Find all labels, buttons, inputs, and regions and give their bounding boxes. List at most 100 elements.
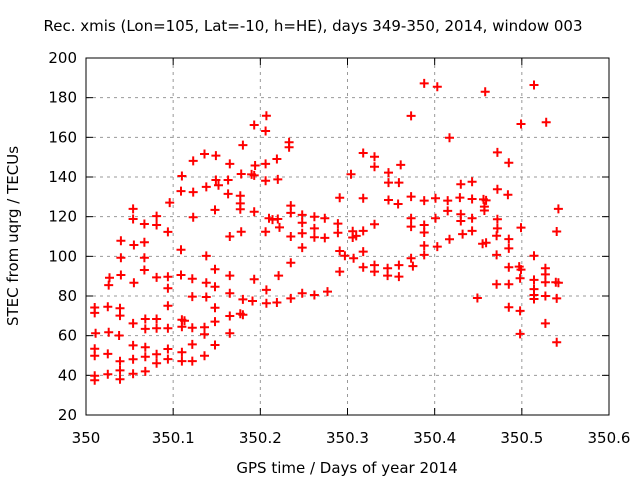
data-point-marker — [541, 117, 551, 127]
data-point-marker — [309, 223, 319, 233]
data-point-marker — [223, 189, 233, 199]
data-point-marker — [165, 198, 175, 208]
data-point-marker — [516, 265, 526, 275]
data-point-marker — [540, 269, 550, 279]
data-point-marker — [349, 253, 359, 263]
y-tick-label: 100 — [48, 247, 77, 265]
data-point-marker — [139, 219, 149, 229]
data-point-marker — [383, 271, 393, 281]
data-point-marker — [225, 232, 235, 241]
data-point-marker — [163, 272, 173, 282]
data-point-marker — [116, 270, 126, 280]
data-point-marker — [115, 311, 125, 321]
data-point-marker — [249, 120, 259, 130]
data-point-marker — [275, 222, 284, 232]
data-point-marker — [128, 340, 138, 350]
x-tick-label: 350 — [72, 429, 101, 447]
data-point-marker — [515, 306, 525, 316]
data-point-marker — [272, 154, 282, 164]
x-tick-label: 350.4 — [413, 429, 456, 447]
data-point-marker — [515, 329, 525, 339]
y-tick-label: 60 — [58, 327, 77, 345]
data-point-marker — [492, 147, 502, 157]
x-tick-label: 350.2 — [239, 429, 282, 447]
data-point-marker — [445, 133, 454, 143]
x-tick-label: 350.5 — [500, 429, 543, 447]
data-point-marker — [286, 232, 296, 241]
data-point-marker — [210, 303, 220, 313]
data-point-marker — [238, 294, 248, 304]
data-point-marker — [152, 272, 162, 282]
data-point-marker — [406, 192, 416, 202]
plot-border — [85, 57, 610, 416]
data-point-marker — [225, 288, 235, 298]
data-point-marker — [225, 311, 235, 321]
data-point-marker — [163, 283, 173, 293]
data-point-marker — [116, 236, 126, 246]
data-point-marker — [103, 302, 113, 312]
data-point-marker — [472, 293, 482, 303]
data-point-marker — [152, 323, 162, 333]
data-point-marker — [261, 298, 271, 308]
data-point-marker — [419, 250, 429, 260]
data-point-marker — [261, 159, 271, 169]
data-point-marker — [235, 204, 245, 214]
data-point-marker — [419, 196, 429, 206]
data-point-marker — [152, 358, 162, 368]
data-point-marker — [515, 273, 525, 283]
data-point-marker — [516, 223, 526, 233]
data-point-marker — [384, 178, 393, 188]
data-point-marker — [480, 87, 490, 97]
data-point-marker — [140, 324, 150, 334]
data-point-marker — [187, 356, 197, 366]
data-point-marker — [238, 140, 248, 150]
data-point-marker — [128, 318, 138, 328]
data-point-marker — [250, 161, 260, 170]
data-point-marker — [320, 233, 330, 243]
data-point-marker — [200, 329, 209, 339]
data-point-marker — [320, 213, 330, 223]
data-point-marker — [187, 292, 197, 302]
data-point-marker — [504, 262, 514, 272]
data-point-marker — [492, 279, 502, 289]
x-tick-label: 350.3 — [326, 429, 369, 447]
data-point-marker — [201, 278, 211, 288]
data-point-marker — [297, 210, 307, 220]
data-point-marker — [481, 238, 491, 248]
data-point-marker — [200, 149, 209, 159]
x-tick-label: 350.1 — [152, 429, 195, 447]
data-point-marker — [394, 272, 404, 282]
data-point-marker — [210, 205, 220, 215]
data-point-marker — [443, 196, 453, 206]
data-point-marker — [103, 349, 113, 359]
data-point-marker — [176, 270, 186, 280]
data-point-marker — [529, 294, 539, 304]
data-point-marker — [432, 82, 442, 92]
data-points — [90, 78, 563, 385]
data-point-marker — [467, 177, 477, 187]
data-point-marker — [201, 292, 211, 302]
data-point-marker — [467, 226, 477, 236]
data-point-marker — [370, 162, 379, 172]
data-point-marker — [273, 214, 283, 224]
data-point-marker — [370, 152, 379, 162]
data-point-marker — [456, 179, 466, 189]
data-point-marker — [370, 267, 379, 277]
data-point-marker — [140, 342, 150, 352]
data-point-marker — [419, 228, 429, 237]
x-axis-label: GPS time / Days of year 2014 — [236, 459, 457, 477]
data-point-marker — [552, 337, 562, 347]
data-point-marker — [223, 175, 233, 185]
data-point-marker — [163, 354, 173, 364]
data-point-marker — [152, 314, 162, 324]
data-point-marker — [176, 186, 186, 196]
data-point-marker — [394, 260, 404, 270]
data-point-marker — [261, 111, 271, 121]
data-point-marker — [516, 119, 526, 129]
data-point-marker — [406, 111, 416, 121]
data-point-marker — [286, 293, 296, 303]
data-point-marker — [467, 213, 477, 223]
data-point-marker — [492, 184, 502, 194]
data-point-marker — [129, 278, 139, 288]
data-point-marker — [201, 182, 211, 192]
